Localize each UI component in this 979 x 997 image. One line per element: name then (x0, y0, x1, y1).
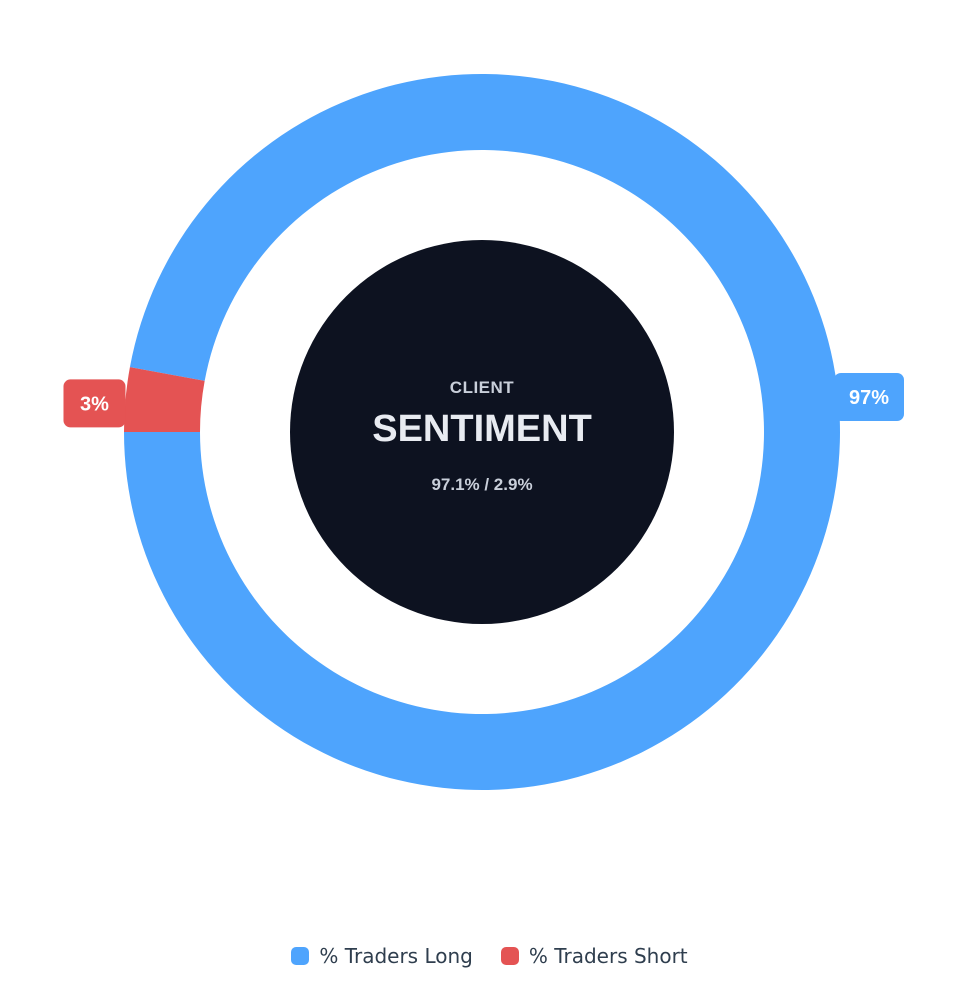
slice-label-long: 97% (834, 373, 904, 421)
legend: % Traders Long % Traders Short (0, 944, 979, 968)
donut-slices (124, 74, 840, 791)
slice-label-text: 3% (80, 393, 109, 415)
slice-label-short: 3% (63, 379, 126, 428)
legend-label-long: % Traders Long (319, 944, 473, 968)
center-title-large: SENTIMENT (372, 408, 592, 450)
slice-label-badge (834, 373, 904, 421)
center-title-small: CLIENT (450, 378, 515, 397)
donut-slice-short[interactable] (124, 367, 205, 432)
center-disc (290, 240, 674, 624)
legend-label-short: % Traders Short (528, 944, 688, 968)
legend-item-short[interactable]: % Traders Short (500, 944, 688, 968)
slice-label-text: 97% (849, 387, 889, 409)
slice-labels: 97% 3% (63, 373, 904, 428)
legend-item-long[interactable]: % Traders Long (291, 944, 473, 968)
center-ratio: 97.1% / 2.9% (431, 475, 532, 494)
legend-swatch-short (500, 947, 519, 965)
center-summary: CLIENT SENTIMENT 97.1% / 2.9% (290, 240, 674, 624)
legend-swatch-long (291, 947, 310, 965)
slice-label-badge (63, 379, 126, 428)
